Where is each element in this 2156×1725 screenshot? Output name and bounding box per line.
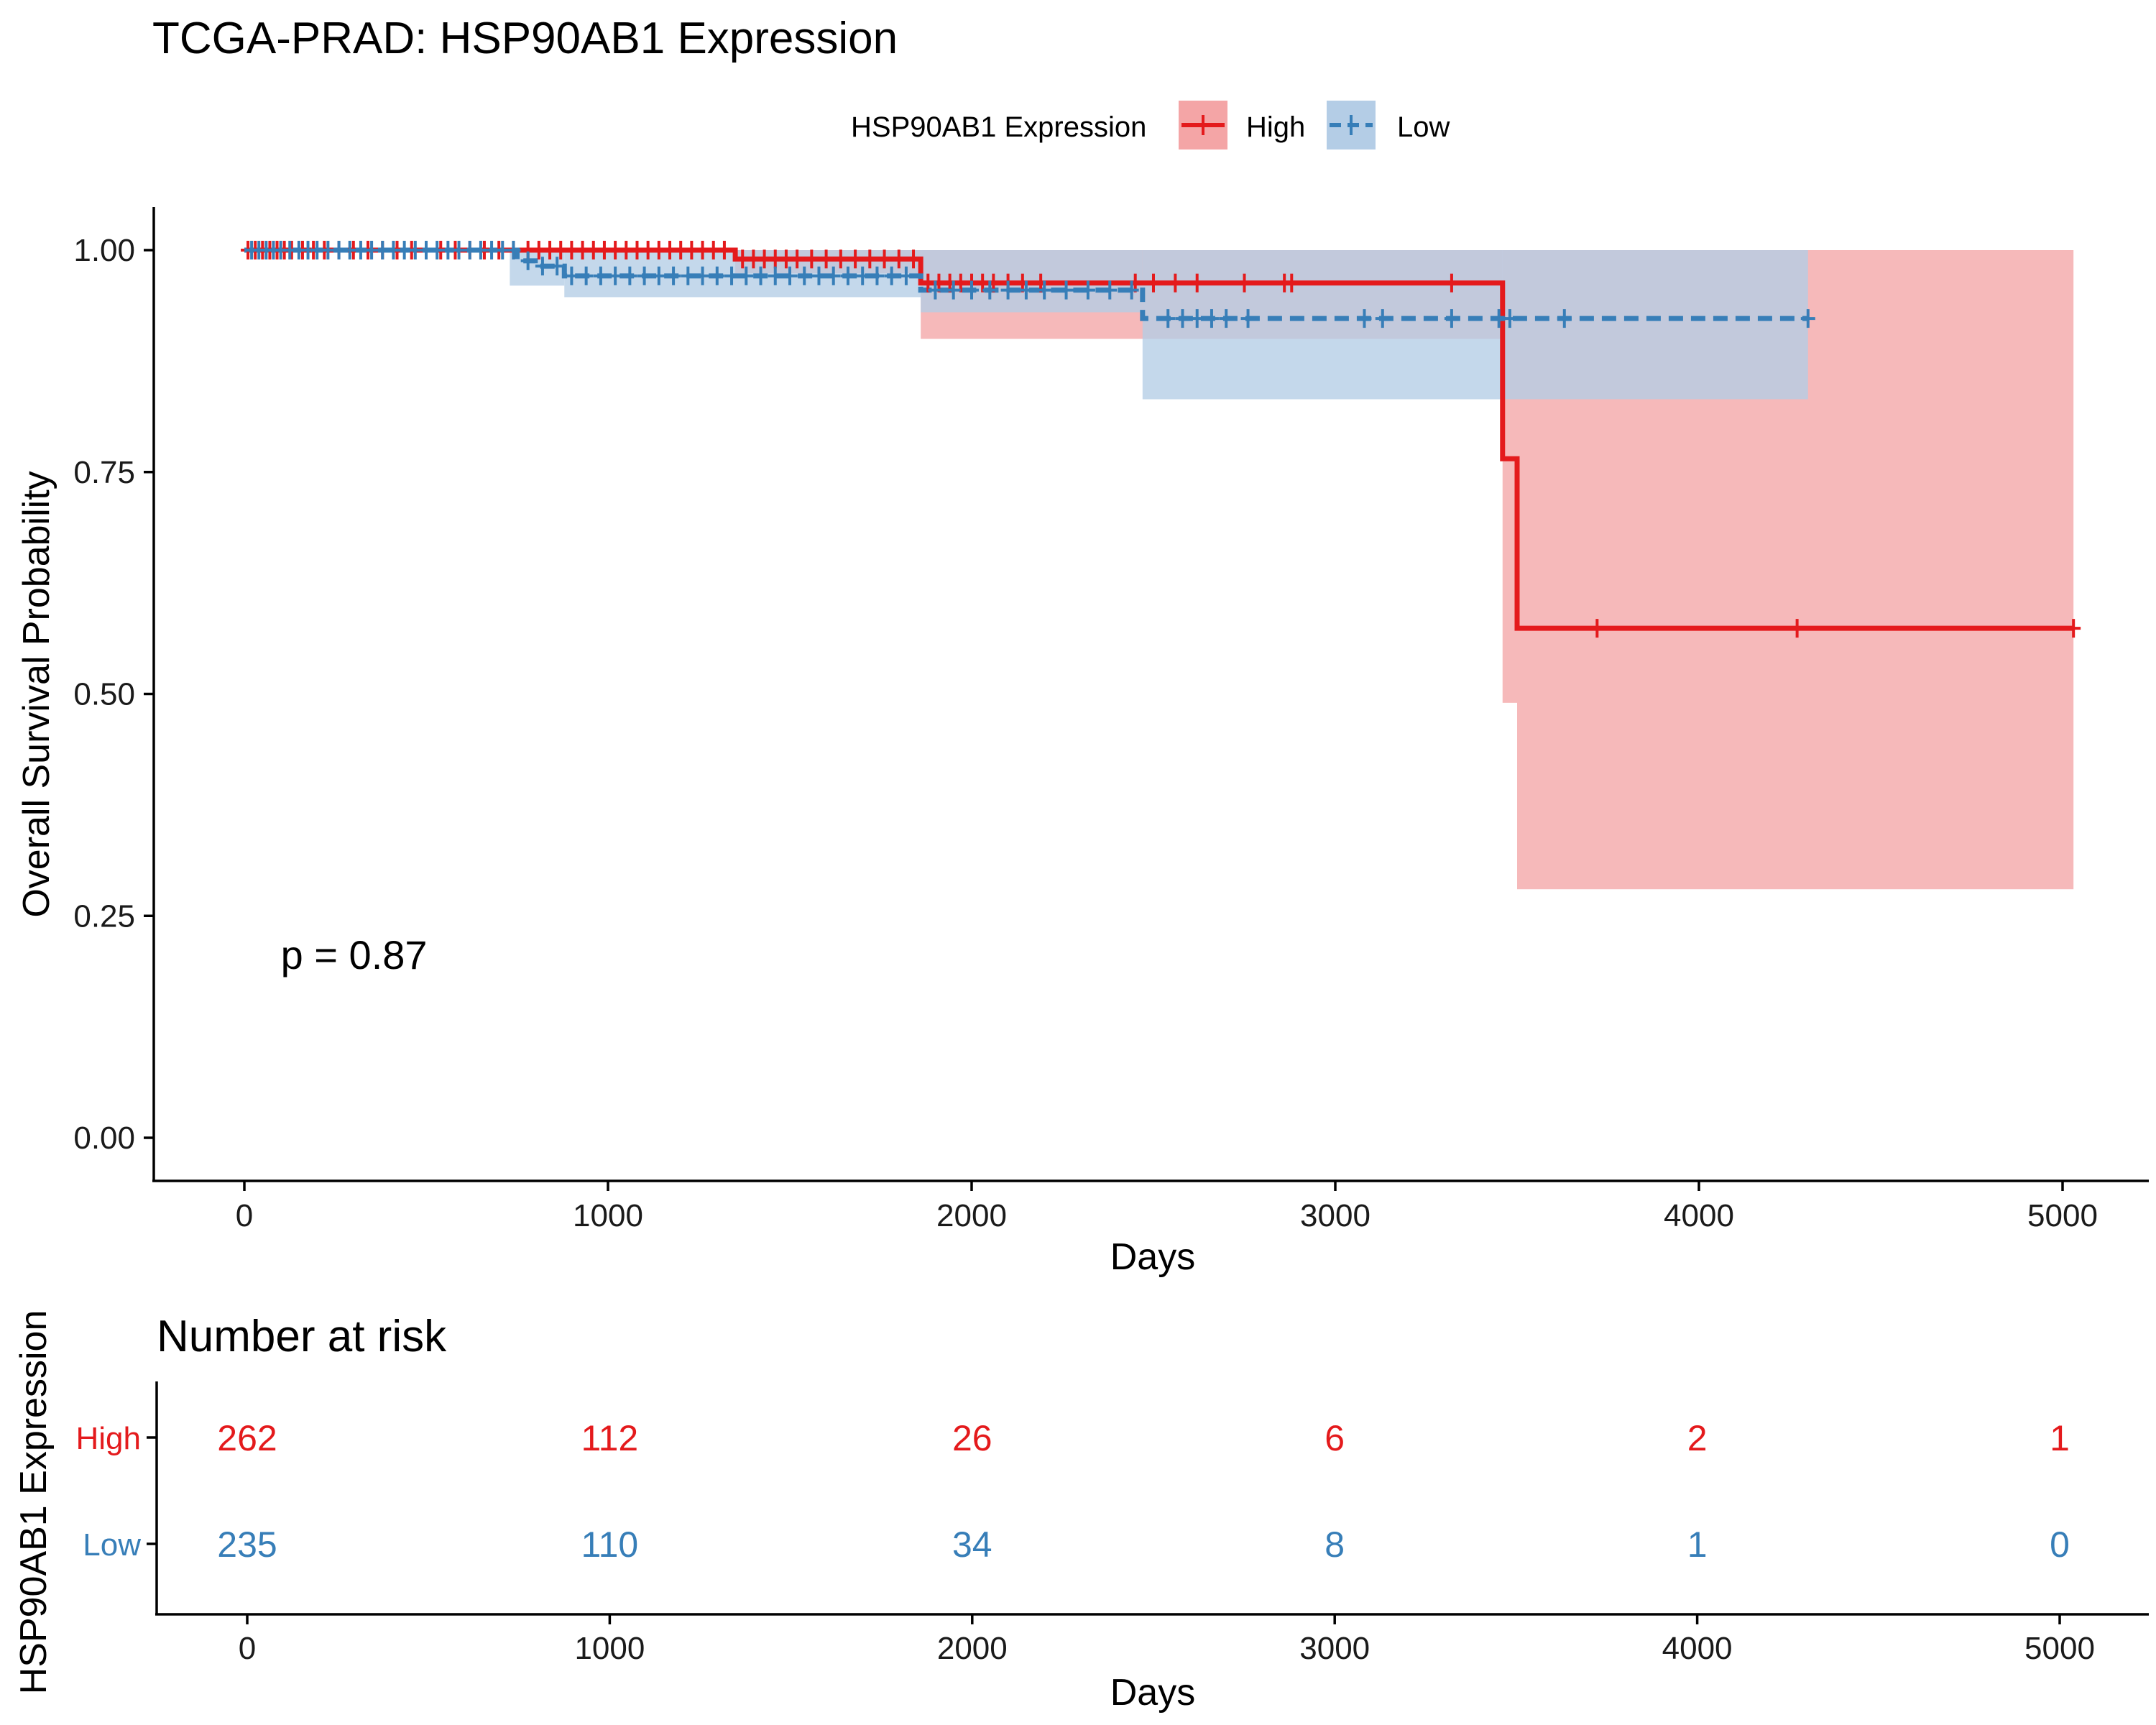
risk-value-high-0: 262 xyxy=(217,1418,277,1458)
y-tick-label-4: 1.00 xyxy=(73,233,135,268)
risk-rows: High 262 112 26 6 2 1 Low 235 110 34 8 1 0 xyxy=(76,1418,2070,1565)
risk-x-tick-label-3: 3000 xyxy=(1299,1631,1370,1666)
confidence-bands xyxy=(244,250,2073,889)
legend-item-low: Low xyxy=(1327,101,1450,150)
x-axis-ticks: 0 1000 2000 3000 4000 5000 xyxy=(236,1181,2098,1233)
risk-row-label-high: High xyxy=(76,1421,142,1456)
y-tick-label-3: 0.75 xyxy=(73,455,135,490)
legend-label-low: Low xyxy=(1397,111,1450,143)
p-value-annotation: p = 0.87 xyxy=(281,932,428,978)
risk-x-tick-label-1: 1000 xyxy=(574,1631,645,1666)
risk-x-tick-label-0: 0 xyxy=(239,1631,256,1666)
x-tick-label-0: 0 xyxy=(236,1198,253,1233)
risk-value-low-3: 8 xyxy=(1325,1524,1345,1565)
legend: HSP90AB1 Expression High Low xyxy=(851,101,1450,150)
risk-value-high-4: 2 xyxy=(1687,1418,1708,1458)
y-axis-title: Overall Survival Probability xyxy=(16,471,57,917)
risk-table: Number at risk High 262 112 26 6 2 1 Low 235 110 3… xyxy=(13,1310,2149,1714)
risk-row-label-low: Low xyxy=(83,1527,141,1563)
ci-band-low-4 xyxy=(1143,250,1808,399)
x-axis-title: Days xyxy=(1110,1236,1195,1278)
chart-title: TCGA-PRAD: HSP90AB1 Expression xyxy=(152,14,898,63)
risk-value-high-5: 1 xyxy=(2050,1418,2070,1458)
x-tick-label-1: 1000 xyxy=(573,1198,643,1233)
x-tick-label-2: 2000 xyxy=(936,1198,1007,1233)
legend-title: HSP90AB1 Expression xyxy=(851,111,1146,143)
legend-label-high: High xyxy=(1246,111,1305,143)
legend-item-high: High xyxy=(1179,101,1305,150)
risk-x-tick-label-5: 5000 xyxy=(2024,1631,2095,1666)
y-tick-label-0: 0.00 xyxy=(73,1121,135,1156)
risk-x-axis-ticks: 0 1000 2000 3000 4000 5000 xyxy=(239,1614,2095,1666)
survival-plot: 0.00 0.25 0.50 0.75 1.00 0 1000 2000 3000 4000 50… xyxy=(16,207,2149,1278)
risk-value-low-0: 235 xyxy=(217,1524,277,1565)
x-tick-label-4: 4000 xyxy=(1664,1198,1734,1233)
x-tick-label-5: 5000 xyxy=(2027,1198,2098,1233)
risk-value-low-2: 34 xyxy=(952,1524,992,1565)
y-tick-label-2: 0.50 xyxy=(73,677,135,712)
risk-y-axis-title: HSP90AB1 Expression xyxy=(13,1310,55,1695)
risk-x-axis-title: Days xyxy=(1110,1672,1195,1714)
risk-value-low-4: 1 xyxy=(1687,1524,1708,1565)
risk-value-high-2: 26 xyxy=(952,1418,992,1458)
risk-value-low-1: 110 xyxy=(581,1524,639,1565)
risk-value-high-1: 112 xyxy=(581,1418,639,1458)
x-tick-label-3: 3000 xyxy=(1300,1198,1370,1233)
risk-x-tick-label-4: 4000 xyxy=(1662,1631,1733,1666)
y-axis-ticks: 0.00 0.25 0.50 0.75 1.00 xyxy=(73,233,154,1156)
risk-value-high-3: 6 xyxy=(1325,1418,1345,1458)
y-tick-label-1: 0.25 xyxy=(73,898,135,934)
risk-value-low-5: 0 xyxy=(2050,1524,2070,1565)
risk-table-title: Number at risk xyxy=(157,1312,447,1361)
risk-x-tick-label-2: 2000 xyxy=(937,1631,1008,1666)
